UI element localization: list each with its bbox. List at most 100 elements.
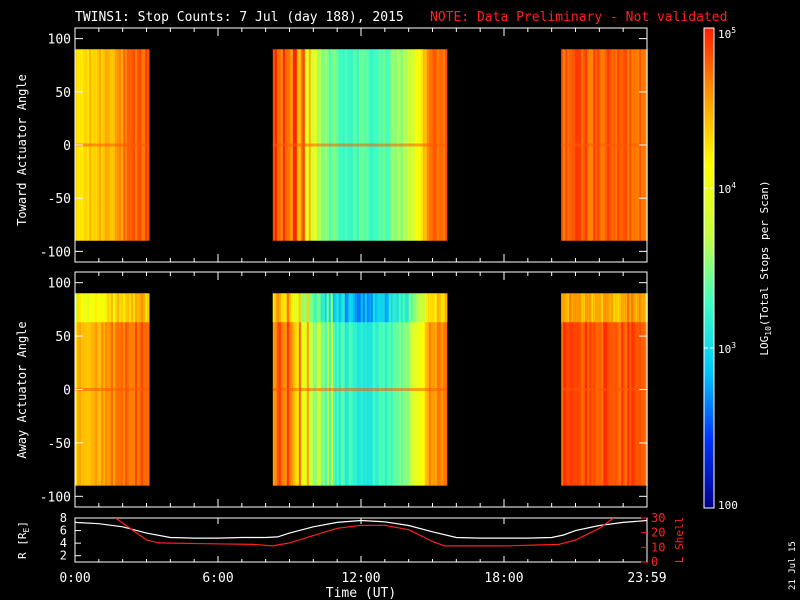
heatmap-column-upper xyxy=(314,293,318,323)
heatmap-column-upper xyxy=(645,293,648,323)
heatmap-column-upper xyxy=(583,293,586,323)
heatmap-column-upper xyxy=(354,293,358,323)
heatmap-column-upper xyxy=(276,293,280,323)
heatmap-column-upper xyxy=(414,293,418,323)
colorbar-tick-base: 100 xyxy=(718,499,738,512)
heatmap-column-upper xyxy=(382,293,386,323)
heatmap-column-upper xyxy=(99,293,102,323)
heatmap-column-upper xyxy=(388,293,392,323)
colorbar-tick-label: 103 xyxy=(718,341,736,356)
heatmap-column-upper xyxy=(356,293,360,323)
heatmap-column-upper xyxy=(378,293,382,323)
heatmap-column-upper xyxy=(591,293,594,323)
heatmap-column-upper xyxy=(410,293,414,323)
heatmap-column-upper xyxy=(95,293,98,323)
heatmap-column-upper xyxy=(418,293,422,323)
heatmap-column-upper xyxy=(113,293,116,323)
heatmap-column-upper xyxy=(430,293,434,323)
heatmap-column-upper xyxy=(432,293,436,323)
heatmap-column-upper xyxy=(338,293,342,323)
lshell-line xyxy=(115,518,614,547)
heatmap-zero-band xyxy=(561,388,647,391)
heatmap-column-upper xyxy=(627,293,630,323)
heatmap-column-upper xyxy=(294,293,298,323)
heatmap-column-upper xyxy=(318,293,322,323)
date-stamp: 21 Jul 15 xyxy=(788,541,798,590)
heatmap-column-upper xyxy=(585,293,588,323)
heatmap-column-upper xyxy=(404,293,408,323)
heatmap-column-upper xyxy=(605,293,608,323)
heatmap-column-upper xyxy=(344,293,348,323)
heatmap-column-upper xyxy=(436,293,440,323)
heatmap-column-upper xyxy=(376,293,380,323)
heatmap-column-upper xyxy=(358,293,362,323)
heatmap-column-upper xyxy=(306,293,310,323)
heatmap-column-upper xyxy=(129,293,132,323)
colorbar-tick-base: 10 xyxy=(718,343,731,356)
heatmap-column-upper xyxy=(346,293,350,323)
heatmap-column-upper xyxy=(621,293,624,323)
heatmap-column-upper xyxy=(641,293,644,323)
heatmap-column-upper xyxy=(77,293,80,323)
heatmap-column-upper xyxy=(133,293,136,323)
heatmap-column-upper xyxy=(601,293,604,323)
heatmap-column-upper xyxy=(300,293,304,323)
y-tick-label: 100 xyxy=(48,277,71,292)
heatmap-column-upper xyxy=(127,293,130,323)
away-ylabel: Away Actuator Angle xyxy=(15,321,29,458)
heatmap-column-upper xyxy=(278,293,282,323)
heatmap-column-upper xyxy=(320,293,324,323)
heatmap-zero-band xyxy=(561,143,647,147)
colorbar-tick-exponent: 3 xyxy=(731,341,736,350)
heatmap-column-upper xyxy=(400,293,404,323)
heatmap-column-upper xyxy=(332,293,336,323)
heatmap-column-upper xyxy=(593,293,596,323)
heatmap-column-upper xyxy=(131,293,134,323)
ephemeris-frame xyxy=(74,517,648,563)
y-tick-label: 100 xyxy=(48,33,71,48)
heatmap-column-upper xyxy=(93,293,96,323)
radius-tick-label: 2 xyxy=(60,549,67,563)
heatmap-column-upper xyxy=(286,293,290,323)
heatmap-column-upper xyxy=(392,293,396,323)
heatmap-column-upper xyxy=(372,293,376,323)
heatmap-column-upper xyxy=(105,293,108,323)
radius-tick-label: 6 xyxy=(60,524,67,538)
heatmap-column-upper xyxy=(565,293,568,323)
radius-tick-label: 8 xyxy=(60,511,67,525)
colorbar-tick-exponent: 5 xyxy=(731,26,736,35)
heatmap-column-upper xyxy=(643,293,646,323)
heatmap-column-upper xyxy=(328,293,332,323)
heatmap-column-upper xyxy=(440,293,444,323)
heatmap-column-upper xyxy=(360,293,364,323)
heatmap-column-upper xyxy=(635,293,638,323)
heatmap-column-upper xyxy=(370,293,374,323)
heatmap-column-upper xyxy=(350,293,354,323)
heatmap-column-upper xyxy=(274,293,278,323)
lshell-tick-label: 0 xyxy=(651,555,658,569)
away-heatmap-panel: 100 50 0 -50 -100 xyxy=(40,271,648,508)
heatmap-column-upper xyxy=(424,293,428,323)
heatmap-column-upper xyxy=(416,293,420,323)
heatmap-column-upper xyxy=(280,293,284,323)
lshell-ylabel: L Shell xyxy=(673,517,686,563)
x-tick-label: 18:00 xyxy=(484,571,523,586)
heatmap-column-upper xyxy=(342,293,346,323)
heatmap-column-upper xyxy=(117,293,120,323)
heatmap-column-upper xyxy=(101,293,104,323)
y-tick-label: -50 xyxy=(48,437,71,452)
heatmap-column-upper xyxy=(595,293,598,323)
heatmap-column-upper xyxy=(75,293,78,323)
heatmap-column-upper xyxy=(394,293,398,323)
heatmap-column-upper xyxy=(310,293,314,323)
heatmap-column-upper xyxy=(603,293,606,323)
radius-ylabel: R [RE] xyxy=(16,521,31,559)
heatmap-column-upper xyxy=(577,293,580,323)
heatmap-column-upper xyxy=(103,293,106,323)
heatmap-column-upper xyxy=(599,293,602,323)
heatmap-column-upper xyxy=(326,293,330,323)
x-tick-label: 6:00 xyxy=(202,571,233,586)
heatmap-column-upper xyxy=(607,293,610,323)
chart-title: TWINS1: Stop Counts: 7 Jul (day 188), 20… xyxy=(75,10,404,25)
